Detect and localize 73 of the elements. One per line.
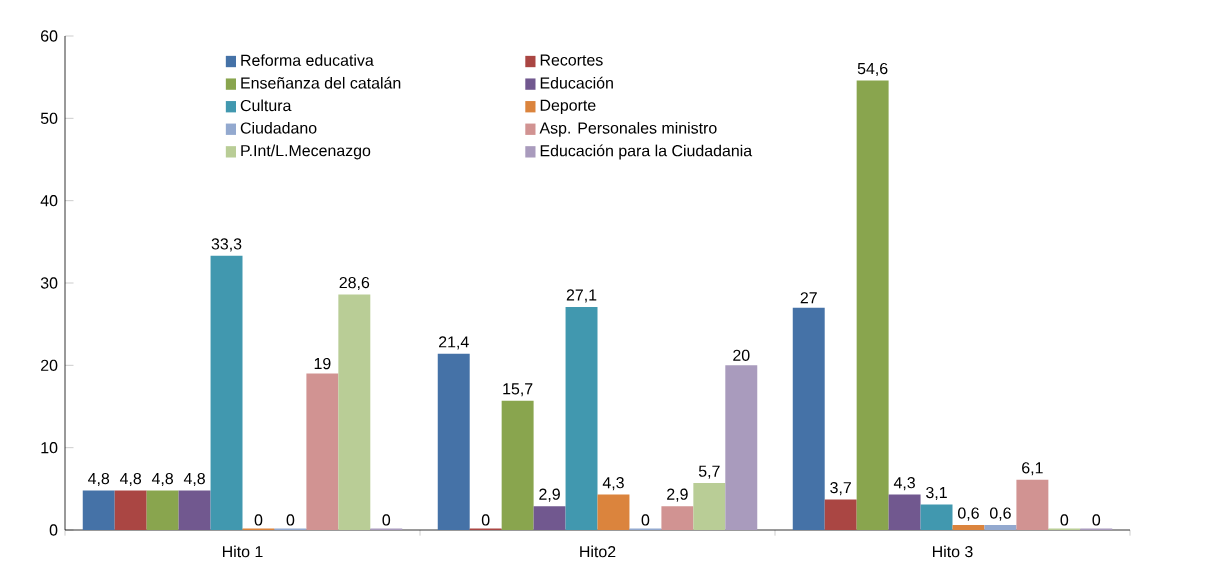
data-label: 28,6 bbox=[339, 276, 370, 291]
data-label: 21,4 bbox=[439, 336, 469, 350]
bar bbox=[210, 255, 243, 530]
bar bbox=[888, 494, 921, 530]
legend-label: Educación para la Ciudadania bbox=[540, 144, 753, 160]
legend-label: Cultura bbox=[240, 99, 292, 112]
data-label: 19 bbox=[314, 357, 331, 370]
bar bbox=[984, 525, 1017, 530]
data-label: 2,9 bbox=[539, 488, 560, 502]
y-tick-label: 20 bbox=[41, 359, 58, 371]
bar bbox=[146, 490, 179, 530]
bar bbox=[952, 525, 985, 530]
bar bbox=[82, 490, 115, 530]
x-tick-label: Hito 3 bbox=[933, 545, 973, 558]
y-tick-label: 10 bbox=[41, 442, 58, 454]
data-label: 0 bbox=[382, 514, 391, 526]
data-label: 0,6 bbox=[989, 507, 1011, 521]
data-label: 0 bbox=[481, 514, 490, 526]
bar bbox=[920, 504, 953, 530]
legend-label: Educación bbox=[540, 76, 613, 89]
bar bbox=[338, 294, 371, 530]
data-label: 3,1 bbox=[926, 486, 947, 501]
y-tick-label: 40 bbox=[40, 195, 58, 207]
data-label: 6,1 bbox=[1022, 462, 1043, 476]
bar bbox=[824, 499, 857, 530]
y-tick-label: 60 bbox=[41, 30, 58, 42]
data-label: 0 bbox=[286, 514, 295, 526]
legend-label: Reforma educativa bbox=[241, 54, 374, 66]
bar bbox=[1016, 479, 1049, 530]
data-label: 54,6 bbox=[857, 62, 888, 77]
legend-label: Ciudadano bbox=[240, 121, 317, 134]
x-tick-label: Hito 1 bbox=[222, 545, 263, 558]
y-tick-label: 30 bbox=[40, 277, 58, 289]
bar bbox=[597, 494, 630, 530]
y-tick-label: 50 bbox=[40, 112, 58, 124]
bar bbox=[533, 506, 566, 530]
data-label: 0,6 bbox=[958, 507, 979, 521]
data-label: 27 bbox=[800, 292, 817, 304]
data-label: 33,3 bbox=[211, 238, 242, 252]
bar bbox=[114, 490, 147, 530]
data-label: 15,7 bbox=[503, 383, 533, 397]
data-label: 0 bbox=[1092, 514, 1101, 526]
data-label: 3,7 bbox=[830, 481, 851, 496]
bar bbox=[725, 365, 758, 530]
bar bbox=[856, 80, 889, 530]
bar bbox=[306, 373, 339, 530]
bar bbox=[565, 306, 598, 530]
data-label: 2,9 bbox=[667, 488, 688, 502]
data-label: 5,7 bbox=[698, 465, 720, 479]
legend-label: P.Int/L.Mecenazgo bbox=[241, 144, 371, 160]
data-label: 4,8 bbox=[183, 472, 205, 487]
legend-label: Recortes bbox=[540, 54, 603, 66]
data-label: 4,8 bbox=[119, 472, 142, 487]
bar bbox=[693, 483, 726, 530]
data-label: 0 bbox=[641, 514, 650, 526]
bar bbox=[437, 353, 470, 530]
data-label: 0 bbox=[1060, 514, 1069, 526]
legend-label: Asp. Personales ministro bbox=[539, 121, 717, 137]
bar bbox=[178, 490, 211, 530]
legend-label: Deporte bbox=[540, 99, 596, 115]
data-label: 4,3 bbox=[893, 477, 915, 491]
data-label: 4,8 bbox=[88, 472, 110, 487]
x-tick-label: Hito2 bbox=[580, 545, 616, 558]
legend-label: Enseñanza del catalán bbox=[241, 76, 401, 89]
data-label: 4,3 bbox=[602, 477, 624, 491]
bar bbox=[501, 400, 534, 530]
y-tick-label: 0 bbox=[49, 524, 58, 536]
bar bbox=[661, 506, 694, 530]
data-label: 27,1 bbox=[566, 289, 597, 303]
data-label: 20 bbox=[733, 349, 750, 361]
data-label: 0 bbox=[254, 514, 263, 526]
data-label: 4,8 bbox=[151, 472, 173, 487]
bar bbox=[792, 307, 825, 530]
